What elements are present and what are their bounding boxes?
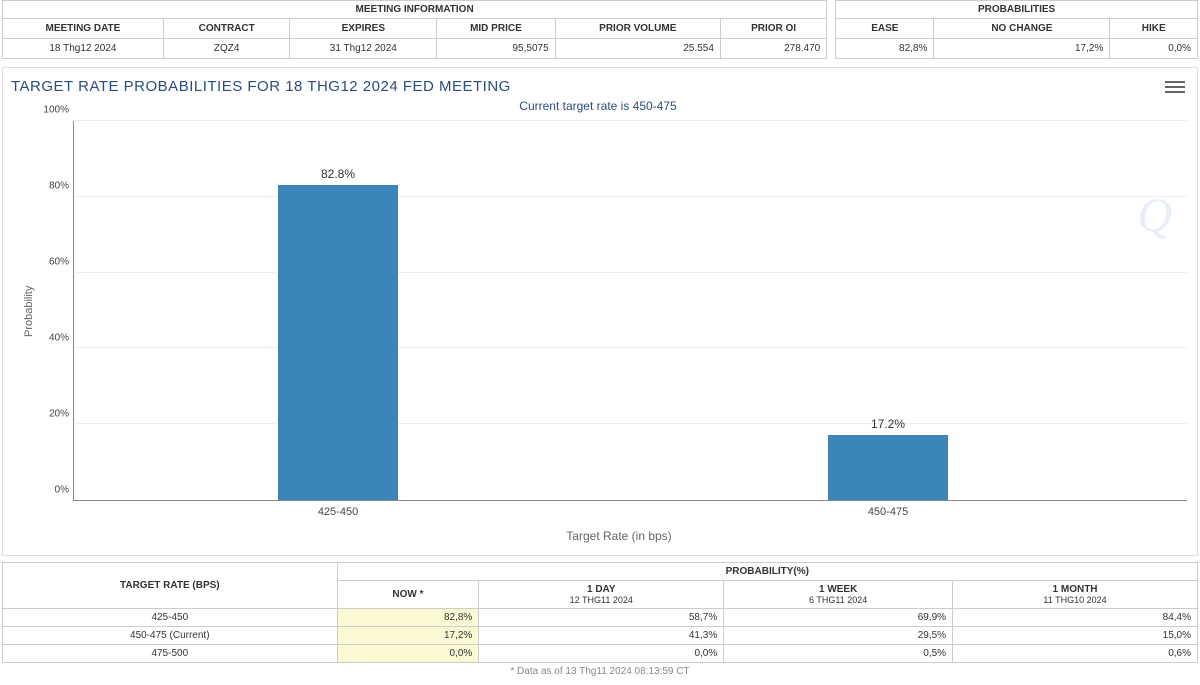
y-axis: 0%20%40%60%80%100% [37,121,73,501]
chart-plot-area: 82.8%425-45017.2%450-475 [73,121,1187,501]
bar-rect [828,435,948,500]
col-meeting-date: MEETING DATE [3,19,164,39]
cell-value: 0,0% [479,645,724,663]
col-no-change: NO CHANGE [934,19,1110,39]
row-label: 425-450 [3,609,338,627]
table-row: 82,8% 17,2% 0,0% [836,39,1198,59]
cell-value: 0,5% [724,645,953,663]
meeting-info-table: MEETING DATE CONTRACT EXPIRES MID PRICE … [2,18,827,59]
cell-value: 82,8% [337,609,479,627]
cell-value: 17,2% [337,627,479,645]
col-period: NOW * [337,581,479,609]
col-contract: CONTRACT [163,19,290,39]
cell-contract: ZQZ4 [163,39,290,59]
y-tick: 100% [43,105,69,116]
probabilities-header: PROBABILITIES [835,0,1198,18]
cell-prior-volume: 25.554 [555,39,720,59]
table-row: 18 Thg12 2024 ZQZ4 31 Thg12 2024 95,5075… [3,39,827,59]
col-expires: EXPIRES [290,19,437,39]
cell-value: 84,4% [953,609,1198,627]
col-period: 1 MONTH11 THG10 2024 [953,581,1198,609]
col-ease: EASE [836,19,934,39]
gridline [74,347,1187,348]
cell-expires: 31 Thg12 2024 [290,39,437,59]
probabilities-table: EASE NO CHANGE HIKE 82,8% 17,2% 0,0% [835,18,1198,59]
cell-value: 41,3% [479,627,724,645]
y-tick: 0% [55,485,69,496]
chart-panel: TARGET RATE PROBABILITIES FOR 18 THG12 2… [2,67,1198,556]
y-tick: 80% [49,181,69,192]
y-tick: 20% [49,409,69,420]
cell-value: 69,9% [724,609,953,627]
row-label: 475-500 [3,645,338,663]
x-tick: 450-475 [818,500,958,518]
chart-subtitle: Current target rate is 450-475 [9,97,1187,121]
chart-bar: 17.2% [828,435,948,500]
cell-value: 29,5% [724,627,953,645]
col-period: 1 DAY12 THG11 2024 [479,581,724,609]
cell-mid-price: 95,5075 [437,39,555,59]
cell-ease: 82,8% [836,39,934,59]
cell-meeting-date: 18 Thg12 2024 [3,39,164,59]
chart-bar: 82.8% [278,185,398,500]
meeting-info-header: MEETING INFORMATION [2,0,827,18]
gridline [74,120,1187,121]
col-target-rate: TARGET RATE (BPS) [3,563,338,609]
y-axis-label: Probability [15,121,37,501]
cell-value: 0,6% [953,645,1198,663]
col-hike: HIKE [1110,19,1198,39]
y-tick: 60% [49,257,69,268]
col-prior-volume: PRIOR VOLUME [555,19,720,39]
cell-value: 0,0% [337,645,479,663]
col-mid-price: MID PRICE [437,19,555,39]
probability-history-table: TARGET RATE (BPS) PROBABILITY(%) NOW *1 … [2,562,1198,663]
bar-rect [278,185,398,500]
cell-prior-oi: 278.470 [720,39,826,59]
cell-no-change: 17,2% [934,39,1110,59]
cell-value: 58,7% [479,609,724,627]
col-probability-group: PROBABILITY(%) [337,563,1197,581]
gridline [74,196,1187,197]
table-row: 475-5000,0%0,0%0,5%0,6% [3,645,1198,663]
bar-value-label: 82.8% [278,167,398,181]
gridline [74,423,1187,424]
table-row: 425-45082,8%58,7%69,9%84,4% [3,609,1198,627]
x-axis-label: Target Rate (in bps) [9,501,1187,549]
col-prior-oi: PRIOR OI [720,19,826,39]
row-label: 450-475 (Current) [3,627,338,645]
col-period: 1 WEEK6 THG11 2024 [724,581,953,609]
data-footnote: * Data as of 13 Thg11 2024 08:13:59 CT [2,663,1198,683]
table-row: 450-475 (Current)17,2%41,3%29,5%15,0% [3,627,1198,645]
cell-hike: 0,0% [1110,39,1198,59]
x-tick: 425-450 [268,500,408,518]
gridline [74,272,1187,273]
chart-title: TARGET RATE PROBABILITIES FOR 18 THG12 2… [9,74,1187,97]
chart-menu-icon[interactable] [1165,78,1185,94]
cell-value: 15,0% [953,627,1198,645]
y-tick: 40% [49,333,69,344]
bar-value-label: 17.2% [828,417,948,431]
